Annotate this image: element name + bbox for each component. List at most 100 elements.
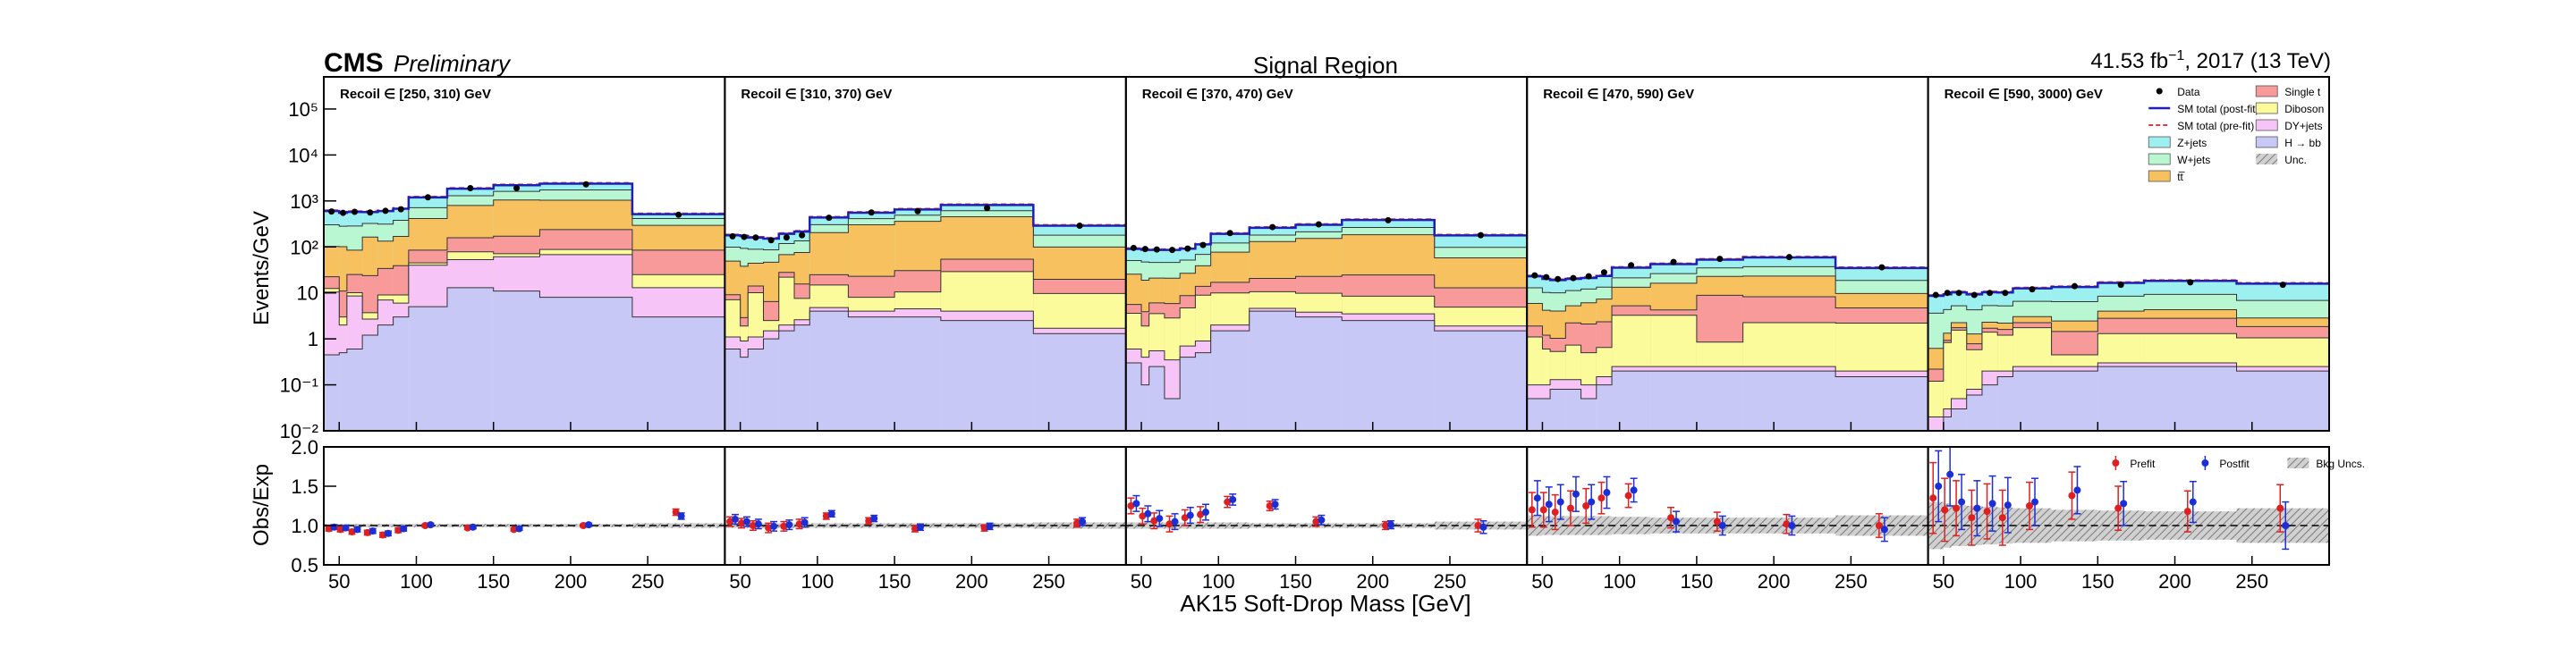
bar-h-bb-1 bbox=[1527, 399, 1543, 431]
top-ylabel: Events/GeV bbox=[250, 211, 274, 325]
legend-item-8: Diboson bbox=[2255, 102, 2324, 115]
legend-label: Single t bbox=[2284, 86, 2321, 98]
outline-w-jets bbox=[1527, 265, 1928, 294]
outline-diboson bbox=[1527, 315, 1928, 354]
data-point-11 bbox=[2279, 282, 2286, 289]
legend-swatch bbox=[2255, 136, 2278, 148]
postfit-point-5 bbox=[384, 529, 392, 537]
legend-swatch bbox=[2255, 85, 2278, 97]
legend-item-4: Z+jets bbox=[2148, 136, 2207, 149]
prefit-point-10 bbox=[1381, 522, 1389, 529]
outline-tt- bbox=[1527, 275, 1928, 312]
outline-h-bb bbox=[324, 287, 725, 356]
xlabel: AK15 Soft-Drop Mass [GeV] bbox=[1180, 590, 1470, 617]
data-point-7 bbox=[2029, 286, 2036, 293]
data-point-8 bbox=[467, 184, 474, 191]
data-point-6 bbox=[1600, 269, 1607, 276]
legend-label: Z+jets bbox=[2177, 137, 2207, 149]
x-tick-label: 250 bbox=[1032, 570, 1065, 593]
postfit-point-11 bbox=[2282, 522, 2290, 529]
bar-diboson-2 bbox=[1943, 342, 1952, 431]
bar-h-bb-7 bbox=[809, 311, 849, 431]
lumi-exp: −1 bbox=[2168, 48, 2184, 63]
bar-h-bb-8 bbox=[1249, 311, 1296, 431]
x-tick-label: 150 bbox=[1279, 570, 1312, 593]
outline-diboson bbox=[1928, 327, 2329, 382]
bar-h-bb-5 bbox=[377, 324, 394, 431]
prefit-point-2 bbox=[1539, 506, 1547, 514]
data-point-2 bbox=[1944, 290, 1951, 297]
x-tick-label: 50 bbox=[1933, 570, 1954, 593]
data-point-1 bbox=[1932, 291, 1939, 299]
outline-h-bb bbox=[1125, 310, 1528, 400]
unc-band-3 bbox=[346, 524, 363, 527]
prefit-point-1 bbox=[1929, 494, 1937, 502]
bar-h-bb-2 bbox=[1542, 399, 1551, 431]
data-point-1 bbox=[1531, 272, 1538, 279]
postfit-point-5 bbox=[1588, 498, 1596, 506]
postfit-point-10 bbox=[1788, 522, 1796, 529]
bar-h-bb-2 bbox=[339, 352, 347, 431]
outline-h-bb bbox=[1928, 366, 2329, 432]
bar-h-bb-4 bbox=[1565, 389, 1581, 431]
postfit-point-6 bbox=[801, 518, 809, 526]
data-point-1 bbox=[1130, 244, 1137, 251]
bar-h-bb-8 bbox=[2051, 371, 2098, 431]
unc-band-3 bbox=[1550, 516, 1566, 535]
bar-h-bb-2 bbox=[1943, 417, 1952, 431]
unc-band-7 bbox=[1210, 522, 1250, 529]
data-point-8 bbox=[2071, 282, 2078, 290]
bar-h-bb-3 bbox=[1148, 366, 1165, 431]
legend-label: Prefit bbox=[2130, 458, 2156, 470]
bar-h-bb-10 bbox=[539, 297, 632, 431]
bar-h-bb-3 bbox=[1951, 408, 1967, 431]
postfit-point-2 bbox=[1946, 470, 1954, 478]
legend-swatch bbox=[2148, 170, 2171, 182]
postfit-point-3 bbox=[1958, 498, 1966, 506]
unc-band-3 bbox=[1148, 522, 1165, 529]
postfit-point-1 bbox=[330, 523, 338, 531]
legend: Data SM total (post-fit) SM total (pre-fit… bbox=[2112, 85, 2365, 470]
legend-item-6: tt̅ bbox=[2148, 170, 2185, 183]
data-point-11 bbox=[1076, 222, 1083, 229]
data-point-3 bbox=[752, 234, 759, 241]
sm-total-postfit-line bbox=[724, 204, 1126, 240]
prefit-point-1 bbox=[1127, 502, 1135, 509]
bar-h-bb-2 bbox=[1141, 384, 1149, 431]
bar-h-bb-6 bbox=[1997, 376, 2013, 431]
legend-label: SM total (pre-fit) bbox=[2177, 120, 2254, 132]
postfit-point-7 bbox=[1229, 495, 1237, 503]
postfit-point-10 bbox=[986, 522, 994, 530]
postfit-point-11 bbox=[1479, 523, 1487, 531]
data-point-11 bbox=[675, 211, 682, 218]
outline-dy-jets bbox=[724, 307, 1126, 341]
prefit-point-5 bbox=[1582, 502, 1590, 509]
legend-item-1: Data bbox=[2156, 86, 2200, 98]
x-tick-label: 200 bbox=[2158, 570, 2191, 593]
prefit-point-4 bbox=[765, 524, 773, 532]
outline-single-t bbox=[1125, 274, 1528, 313]
postfit-point-3 bbox=[754, 520, 762, 528]
legend-swatch bbox=[2112, 459, 2120, 467]
panel-1: Recoil ∈ [250, 310) GeV 50 100 150 200 250 bbox=[323, 76, 726, 593]
bar-h-bb-8 bbox=[446, 287, 494, 431]
x-tick-label: 100 bbox=[400, 570, 433, 593]
postfit-point-10 bbox=[1386, 521, 1394, 529]
bar-h-bb-11 bbox=[1033, 333, 1126, 431]
postfit-point-8 bbox=[469, 523, 477, 531]
prefit-point-9 bbox=[2114, 504, 2123, 512]
prefit-point-10 bbox=[2183, 508, 2191, 516]
legend-label: W+jets bbox=[2177, 154, 2210, 166]
prefit-point-3 bbox=[1551, 509, 1559, 517]
legend-item-2: SM total (post-fit) bbox=[2148, 103, 2259, 115]
data-point-7 bbox=[1628, 262, 1635, 269]
postfit-point-4 bbox=[1171, 518, 1179, 526]
top-frame bbox=[1927, 76, 2331, 432]
bar-h-bb-7 bbox=[408, 307, 447, 431]
outline-h-bb bbox=[724, 310, 1126, 358]
y-tick-label-bottom: 0.5 bbox=[291, 554, 318, 576]
panel-5: Recoil ∈ [590, 3000) GeV 50 100 150 200 250 bbox=[1927, 76, 2331, 593]
postfit-point-2 bbox=[1545, 501, 1553, 509]
unc-band-1 bbox=[724, 523, 741, 528]
